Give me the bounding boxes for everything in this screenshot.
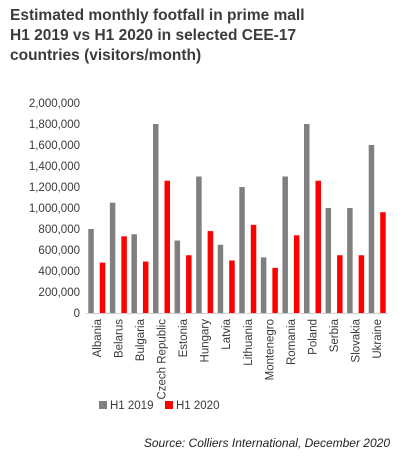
legend-label-h1-2019: H1 2019 [110, 400, 153, 412]
x-tick-label: Serbia [329, 318, 341, 352]
y-tick-label: 1,800,000 [29, 119, 80, 131]
bar-h1-2019 [153, 124, 159, 313]
bar-h1-2019 [239, 187, 245, 313]
bar-h1-2019 [217, 244, 224, 313]
x-tick-label: Poland [308, 319, 320, 355]
chart-title-line-2: H1 2019 vs H1 2020 in selected CEE-17 [10, 27, 297, 44]
chart-title-line-1: Estimated monthly footfall in prime mall [10, 7, 305, 24]
x-tick-label: Latvia [221, 318, 233, 349]
x-tick-label: Romania [286, 318, 298, 365]
legend-swatch-h1-2019 [99, 401, 107, 409]
bar-h1-2020 [315, 180, 321, 313]
x-tick-label: Slovakia [351, 318, 363, 362]
bar-h1-2020 [142, 261, 149, 313]
bar-h1-2020 [293, 235, 300, 313]
bar-h1-2020 [186, 255, 192, 313]
y-tick-label: 600,000 [38, 245, 80, 257]
x-tick-label: Bulgaria [135, 318, 147, 361]
bar-h1-2019 [196, 176, 202, 313]
legend-label-h1-2020: H1 2020 [176, 400, 219, 412]
legend-swatch-h1-2020 [165, 401, 173, 409]
bar-h1-2020 [380, 212, 386, 313]
bar-h1-2019 [304, 124, 310, 313]
y-tick-label: 1,400,000 [29, 161, 80, 173]
bar-h1-2019 [131, 234, 137, 313]
bar-h1-2020 [121, 236, 127, 313]
bar-h1-2019 [347, 208, 353, 313]
bar-h1-2019 [325, 208, 332, 313]
bar-h1-2019 [368, 145, 375, 313]
bar-h1-2020 [358, 255, 365, 313]
x-tick-label: Lithuania [243, 318, 255, 365]
y-tick-label: 800,000 [38, 224, 80, 236]
chart-title: Estimated monthly footfall in prime mall… [10, 6, 390, 66]
x-tick-label: Hungary [200, 319, 212, 363]
x-tick-label: Czech Republic [157, 319, 169, 400]
y-tick-label: 0 [74, 308, 80, 320]
source-note: Source: Colliers International, December… [143, 436, 390, 450]
chart-title-line-3: countries (visitors/month) [10, 47, 202, 64]
x-tick-label: Estonia [178, 318, 190, 357]
bar-h1-2020 [207, 231, 214, 313]
x-tick-label: Montenegro [264, 319, 276, 380]
x-tick-label: Belarus [113, 319, 125, 358]
bar-h1-2020 [250, 224, 257, 313]
y-tick-label: 1,600,000 [29, 140, 80, 152]
x-tick-label: Ukraine [372, 319, 384, 359]
bar-h1-2019 [88, 229, 94, 313]
y-tick-label: 200,000 [38, 287, 80, 299]
x-tick-label: Albania [92, 318, 104, 357]
y-tick-label: 2,000,000 [29, 98, 80, 110]
bar-h1-2019 [174, 240, 181, 313]
bar-h1-2019 [260, 257, 267, 313]
bar-h1-2019 [282, 176, 288, 313]
y-tick-label: 1,000,000 [29, 203, 80, 215]
bar-h1-2020 [272, 267, 278, 313]
bar-h1-2020 [337, 255, 343, 313]
y-tick-label: 1,200,000 [29, 182, 80, 194]
bar-h1-2020 [99, 262, 106, 313]
bar-h1-2020 [164, 180, 170, 313]
bar-h1-2019 [109, 202, 116, 313]
y-tick-label: 400,000 [38, 266, 80, 278]
bar-h1-2020 [229, 260, 235, 313]
